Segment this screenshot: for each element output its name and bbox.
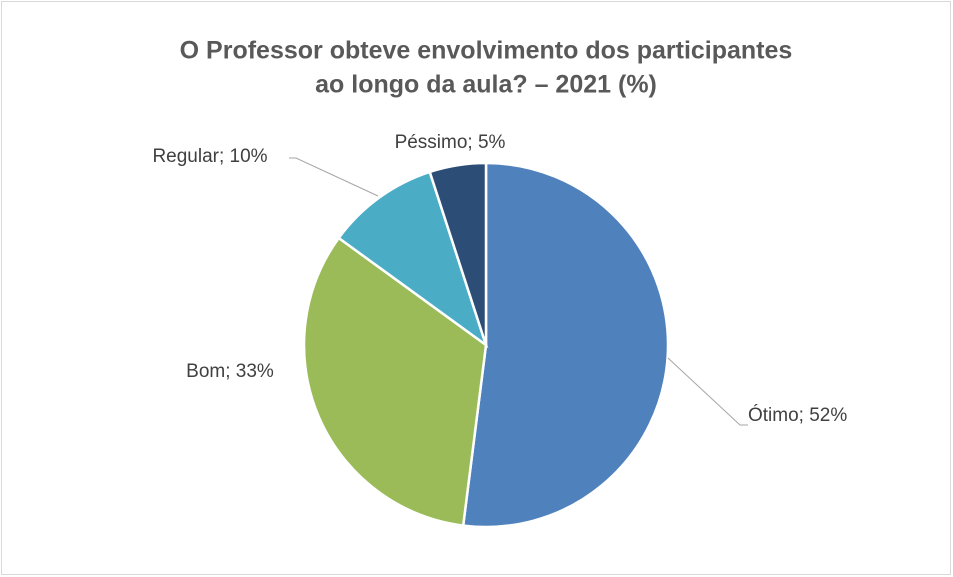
leader-line	[289, 157, 379, 197]
pie-slice	[428, 161, 488, 346]
data-label: Bom; 33%	[186, 361, 274, 382]
data-label: Regular; 10%	[152, 146, 267, 167]
leader-line	[667, 357, 748, 426]
data-label: Péssimo; 5%	[395, 132, 506, 153]
chart-title: O Professor obteve envolvimento dos part…	[180, 37, 793, 65]
chart-title: ao longo da aula? – 2021 (%)	[315, 71, 657, 99]
pie-slice	[461, 161, 670, 529]
pie-slice	[337, 170, 489, 349]
pie-slice	[302, 236, 488, 527]
pie	[302, 161, 670, 529]
data-label: Ótimo; 52%	[748, 404, 847, 426]
